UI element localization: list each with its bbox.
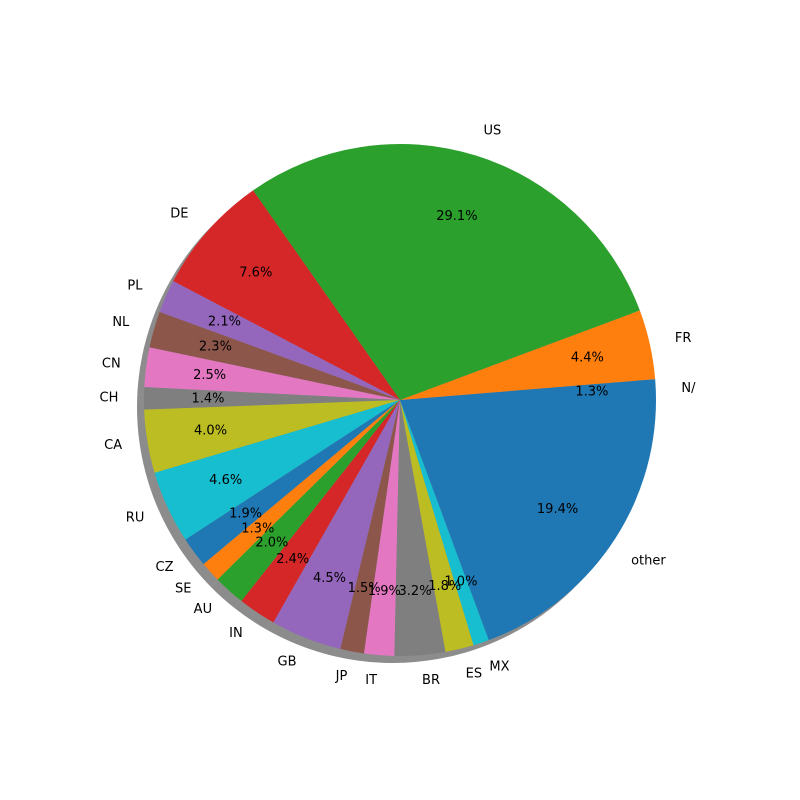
slice-cn [144, 347, 400, 400]
slice-es [400, 400, 474, 652]
slice-se [203, 400, 400, 580]
slice-au [217, 400, 400, 602]
slice-label-jp: JP [335, 669, 348, 684]
slice-pct-de: 7.6% [239, 266, 272, 281]
slice-pct-es: 1.8% [428, 579, 461, 594]
pie-labels: N/1.3% FR 4.4% US 29.1% DE 7.6% PL 2.1% NL 2.3% CN 2… [100, 124, 697, 689]
slice-label-n: N/ [681, 381, 696, 396]
slice-br [394, 400, 446, 656]
slice-pl [159, 281, 400, 400]
slice-pct-mx: 1.0% [444, 575, 477, 590]
slice-label-br: BR [422, 673, 440, 688]
slice-label-de: DE [170, 207, 188, 222]
slice-pct-it: 1.9% [368, 584, 401, 599]
slice-fr [400, 310, 656, 400]
slice-label-au: AU [194, 602, 212, 617]
slice-label-it: IT [365, 673, 377, 688]
slice-pct-pl: 2.1% [208, 315, 241, 330]
slice-pct-fr: 4.4% [571, 351, 604, 366]
slice-pct-ch: 1.4% [191, 391, 224, 406]
slice-label-ru: RU [126, 511, 145, 526]
slice-label-cn: CN [102, 356, 121, 371]
slice-ru [154, 400, 400, 540]
slice-gb [273, 400, 400, 649]
slice-mx [400, 400, 489, 646]
slice-pct-ru: 4.6% [209, 473, 242, 488]
slice-label-es: ES [466, 666, 482, 681]
slice-pct-other: 19.4% [537, 502, 578, 517]
slice-label-ca: CA [104, 438, 122, 453]
slice-pct-jp: 1.5% [348, 581, 381, 596]
slice-pct-us: 29.1% [436, 209, 477, 224]
slice-pct-se: 1.3% [241, 522, 274, 537]
slice-ch [144, 387, 400, 410]
slice-pct-br: 3.2% [399, 584, 432, 599]
slice-label-nl: NL [112, 315, 130, 330]
slice-other [400, 400, 656, 641]
slice-nl [149, 311, 400, 400]
slice-label-fr: FR [675, 331, 692, 346]
slice-label-mx: MX [489, 660, 509, 675]
slice-n [400, 379, 656, 400]
slice-label-se: SE [175, 582, 191, 597]
slice-label-ch: CH [100, 391, 119, 406]
slice-us [253, 144, 640, 400]
slice-it [364, 400, 400, 656]
slice-pct-in: 2.4% [276, 552, 309, 567]
slice-label-gb: GB [278, 654, 297, 669]
slice-pct-ca: 4.0% [194, 424, 227, 439]
slice-jp [340, 400, 400, 654]
slice-pct-cz: 1.9% [229, 507, 262, 522]
slice-pct-cn: 2.5% [193, 368, 226, 383]
pie-wedges [144, 144, 656, 656]
slice-label-in: IN [229, 626, 243, 641]
slice-label-other: other [631, 553, 666, 568]
slice-pct-au: 2.0% [255, 536, 288, 551]
slice-label-pl: PL [127, 278, 143, 293]
slice-pct-n: 1.3% [575, 385, 608, 400]
slice-pct-gb: 4.5% [313, 571, 346, 586]
slice-ca [144, 400, 400, 473]
slice-label-cz: CZ [156, 560, 174, 575]
slice-label-us: US [483, 124, 501, 139]
slice-pct-nl: 2.3% [199, 340, 232, 355]
slice-in [241, 400, 400, 623]
slice-cz [185, 400, 400, 565]
slice-de [173, 190, 400, 400]
